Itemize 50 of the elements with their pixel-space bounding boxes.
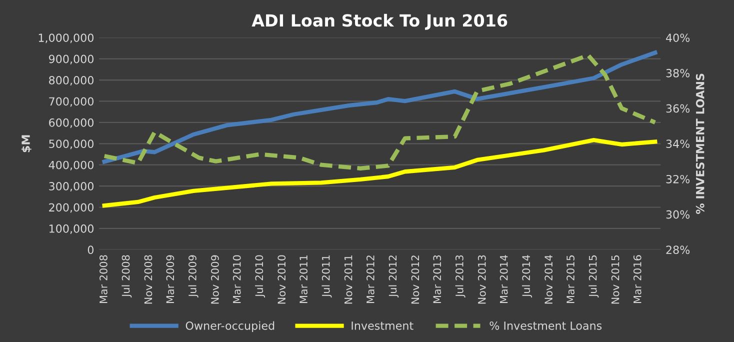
x-tick-label: Nov 2011 bbox=[344, 255, 352, 304]
x-tick-label: Mar 2015 bbox=[566, 255, 574, 303]
y-tick-label: 300,000 bbox=[49, 182, 94, 192]
y2-tick-label: 30% bbox=[666, 210, 690, 219]
y-tick-label: 800,000 bbox=[49, 76, 94, 86]
y2-tick-label: 32% bbox=[666, 174, 690, 184]
y-tick-label: 600,000 bbox=[49, 118, 94, 128]
y-tick-label: 100,000 bbox=[50, 224, 94, 234]
x-tick-label: Nov 2015 bbox=[611, 255, 620, 304]
x-tick-label: Jul 2014 bbox=[522, 255, 532, 298]
y-tick-label: 400,000 bbox=[48, 160, 94, 170]
y-tick-label: 900,000 bbox=[48, 54, 94, 64]
x-tick-label: Mar 2014 bbox=[500, 255, 508, 303]
y2-tick-label: 28% bbox=[666, 246, 690, 254]
legend-label: Investment bbox=[352, 322, 414, 330]
x-tick-label: Jul 2013 bbox=[455, 255, 466, 298]
x-tick-label: Nov 2009 bbox=[210, 255, 219, 304]
x-tick-label: Nov 2010 bbox=[278, 255, 286, 304]
y2-tick-label: 38% bbox=[666, 68, 690, 78]
x-tick-label: Nov 2012 bbox=[411, 256, 420, 304]
chart-title: ADI Loan Stock To Jun 2016 bbox=[252, 14, 508, 30]
x-tick-label: Mar 2016 bbox=[633, 255, 642, 303]
x-tick-label: Mar 2011 bbox=[300, 255, 308, 303]
y-tick-label: 700,000 bbox=[49, 97, 94, 107]
x-tick-label: Nov 2008 bbox=[144, 255, 152, 304]
legend-label: % Investment Loans bbox=[490, 321, 602, 330]
x-tick-label: Jul 2010 bbox=[255, 255, 266, 298]
legend-label: Owner-occupied bbox=[186, 321, 274, 332]
y2-tick-label: 36% bbox=[666, 104, 690, 113]
x-tick-label: Jul 2012 bbox=[388, 256, 399, 298]
x-tick-label: Mar 2012 bbox=[366, 256, 374, 303]
y-tick-label: 200,000 bbox=[49, 203, 94, 213]
x-tick-label: Jul 2008 bbox=[122, 255, 132, 298]
x-tick-label: Jul 2015 bbox=[588, 255, 599, 298]
y2-axis-title: % INVESTMENT LOANS bbox=[696, 74, 704, 214]
x-tick-label: Mar 2013 bbox=[433, 255, 442, 303]
x-tick-label: Jul 2009 bbox=[188, 255, 198, 298]
y-tick-label: 0 bbox=[88, 246, 94, 254]
y-axis-title: $M bbox=[21, 135, 32, 152]
y-tick-label: 500,000 bbox=[49, 140, 94, 150]
y-tick-label: 1,000,000 bbox=[38, 34, 94, 44]
x-tick-label: Nov 2014 bbox=[544, 255, 553, 304]
x-tick-label: Mar 2008 bbox=[100, 255, 108, 303]
line-series bbox=[102, 138, 658, 208]
x-tick-label: Mar 2010 bbox=[232, 255, 241, 303]
x-tick-label: Jul 2011 bbox=[322, 255, 332, 298]
x-tick-label: Nov 2013 bbox=[478, 255, 486, 304]
x-tick-label: Mar 2009 bbox=[166, 255, 174, 303]
y2-tick-label: 40% bbox=[666, 34, 690, 42]
y2-tick-label: 34% bbox=[666, 140, 690, 148]
